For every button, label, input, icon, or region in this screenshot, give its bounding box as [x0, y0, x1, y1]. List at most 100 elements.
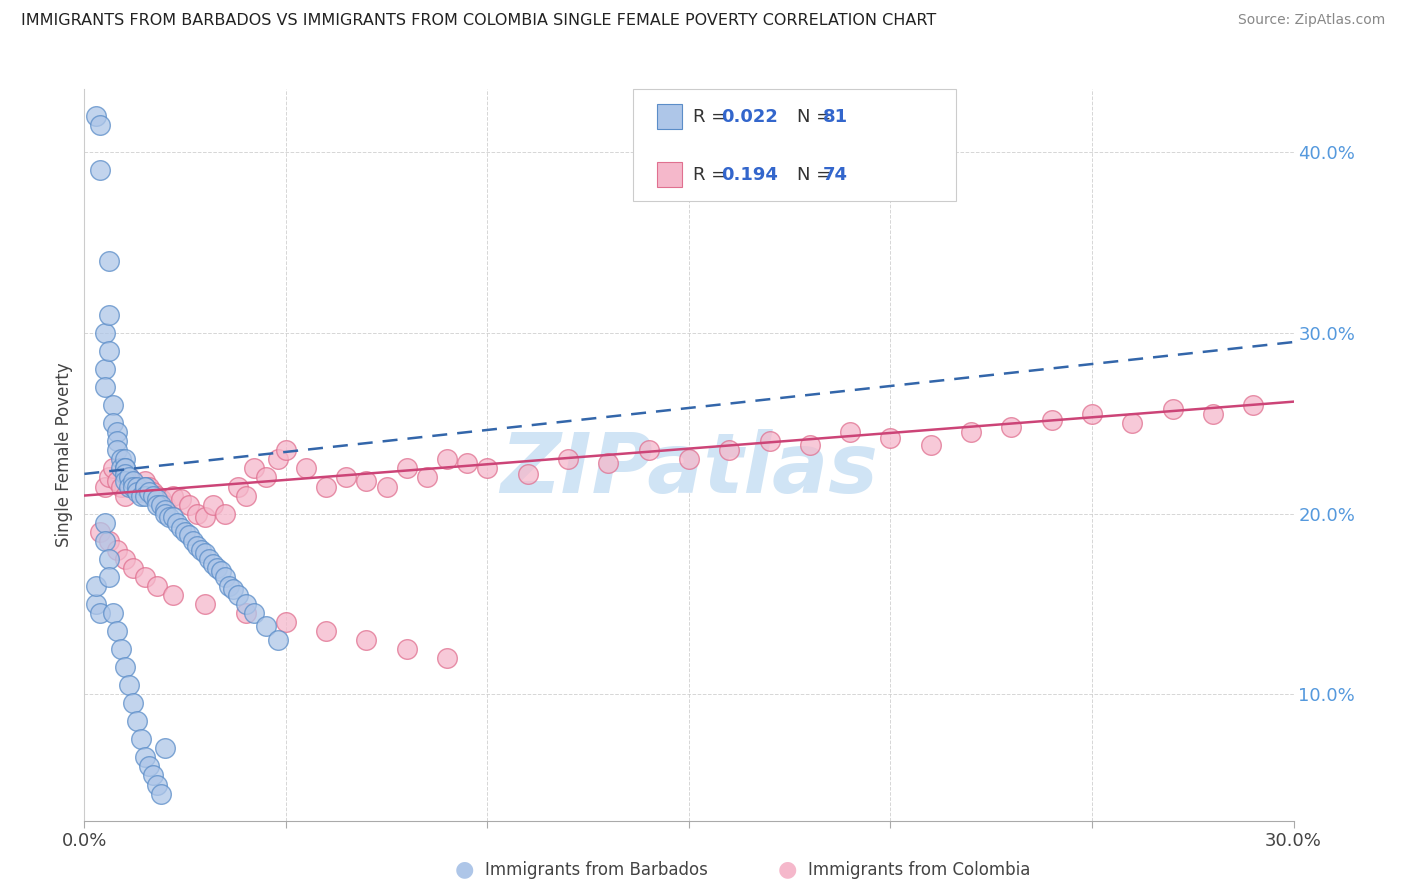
- Text: 0.022: 0.022: [721, 108, 778, 126]
- Point: [202, 557, 225, 571]
- Point: [557, 452, 579, 467]
- Point: [97, 253, 120, 268]
- Point: [395, 642, 418, 657]
- Point: [110, 479, 132, 493]
- Point: [129, 489, 152, 503]
- Point: [960, 425, 983, 440]
- Point: [170, 492, 193, 507]
- Text: 0.194: 0.194: [721, 166, 778, 184]
- Point: [1040, 413, 1063, 427]
- Point: [149, 498, 172, 512]
- Point: [114, 461, 136, 475]
- Point: [1241, 398, 1264, 412]
- Point: [758, 434, 780, 449]
- Point: [315, 479, 337, 493]
- Point: [436, 651, 458, 665]
- Point: [146, 498, 169, 512]
- Point: [179, 498, 201, 512]
- Point: [134, 489, 156, 503]
- Point: [121, 696, 143, 710]
- Text: ●: ●: [778, 860, 797, 880]
- Point: [416, 470, 439, 484]
- Point: [114, 467, 136, 481]
- Point: [678, 452, 700, 467]
- Point: [105, 434, 128, 449]
- Point: [97, 308, 120, 322]
- Point: [516, 467, 538, 481]
- Point: [194, 546, 217, 560]
- Point: [254, 470, 277, 484]
- Point: [218, 579, 240, 593]
- Point: [718, 443, 741, 458]
- Point: [456, 456, 478, 470]
- Point: [138, 759, 160, 773]
- Point: [207, 561, 229, 575]
- Point: [114, 489, 136, 503]
- Point: [93, 380, 115, 394]
- Point: [1081, 407, 1104, 421]
- Point: [335, 470, 357, 484]
- Point: [186, 539, 208, 553]
- Point: [157, 510, 180, 524]
- Point: [93, 326, 115, 340]
- Text: ZIPatlas: ZIPatlas: [501, 429, 877, 510]
- Point: [125, 485, 148, 500]
- Point: [194, 597, 217, 611]
- Point: [235, 489, 257, 503]
- Point: [105, 443, 128, 458]
- Point: [125, 479, 148, 493]
- Point: [138, 479, 160, 493]
- Point: [839, 425, 862, 440]
- Point: [125, 714, 148, 729]
- Point: [153, 507, 176, 521]
- Text: ●: ●: [454, 860, 474, 880]
- Point: [89, 118, 111, 132]
- Text: 81: 81: [823, 108, 848, 126]
- Point: [198, 551, 221, 566]
- Point: [162, 588, 184, 602]
- Point: [114, 474, 136, 488]
- Point: [315, 624, 337, 638]
- Point: [146, 489, 169, 503]
- Point: [110, 461, 132, 475]
- Point: [118, 470, 141, 484]
- Point: [1161, 401, 1184, 416]
- Text: Immigrants from Barbados: Immigrants from Barbados: [485, 861, 709, 879]
- Point: [162, 489, 184, 503]
- Point: [153, 503, 176, 517]
- Point: [86, 579, 108, 593]
- Point: [235, 597, 257, 611]
- Point: [101, 417, 124, 431]
- Point: [142, 768, 165, 782]
- Point: [226, 479, 249, 493]
- Point: [598, 456, 620, 470]
- Point: [86, 597, 108, 611]
- Point: [97, 344, 120, 359]
- Point: [149, 787, 172, 801]
- Point: [356, 474, 378, 488]
- Point: [375, 479, 398, 493]
- Point: [879, 431, 901, 445]
- Point: [125, 479, 148, 493]
- Text: Source: ZipAtlas.com: Source: ZipAtlas.com: [1237, 13, 1385, 28]
- Point: [214, 570, 236, 584]
- Point: [118, 678, 141, 692]
- Point: [142, 489, 165, 503]
- Text: R =: R =: [693, 166, 733, 184]
- Point: [395, 461, 418, 475]
- Point: [93, 479, 115, 493]
- Point: [194, 510, 217, 524]
- Point: [166, 516, 188, 530]
- Point: [93, 533, 115, 548]
- Point: [89, 606, 111, 620]
- Text: Immigrants from Colombia: Immigrants from Colombia: [808, 861, 1031, 879]
- Point: [1121, 417, 1143, 431]
- Point: [101, 606, 124, 620]
- Point: [121, 561, 143, 575]
- Point: [254, 618, 277, 632]
- Point: [114, 461, 136, 475]
- Point: [202, 498, 225, 512]
- Point: [86, 109, 108, 123]
- Point: [105, 624, 128, 638]
- Point: [105, 425, 128, 440]
